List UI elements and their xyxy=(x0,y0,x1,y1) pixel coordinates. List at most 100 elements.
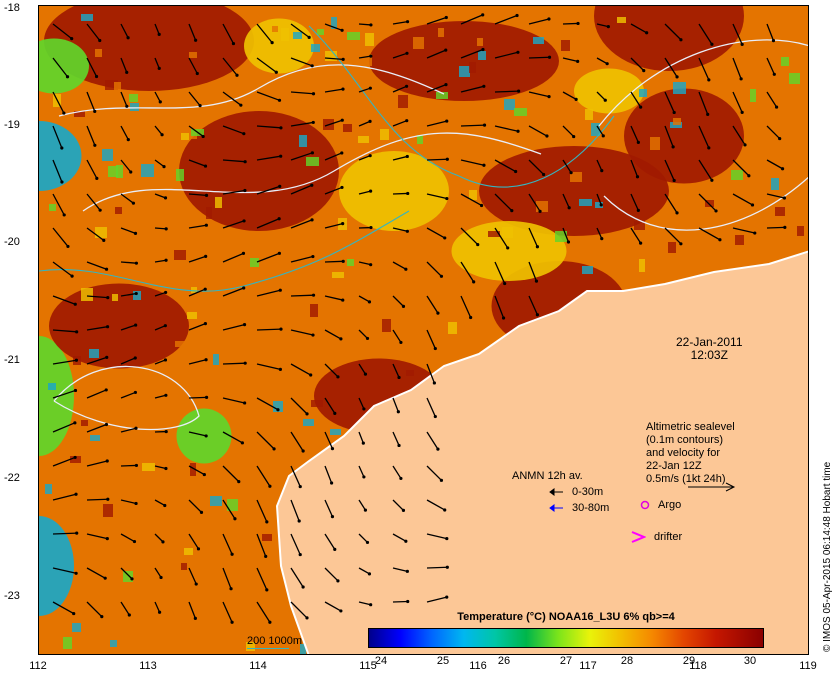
velocity-arrow-head xyxy=(362,407,366,411)
velocity-arrow xyxy=(222,362,246,365)
velocity-arrow xyxy=(732,159,750,177)
velocity-arrow xyxy=(766,226,785,229)
velocity-arrow xyxy=(188,359,207,365)
velocity-arrow xyxy=(324,329,342,340)
velocity-arrow xyxy=(86,193,101,211)
velocity-arrow xyxy=(596,57,608,65)
velocity-arrow-head xyxy=(240,441,244,445)
velocity-arrow-head xyxy=(74,358,79,362)
velocity-arrow-head xyxy=(164,393,168,397)
temperature-pixel-44 xyxy=(797,226,804,236)
velocity-arrow-head xyxy=(233,517,237,521)
temperature-pixel-195 xyxy=(181,563,187,570)
velocity-arrow-head xyxy=(126,36,130,40)
velocity-arrow xyxy=(222,220,245,229)
velocity-arrow xyxy=(52,389,76,399)
temperature-pixel-88 xyxy=(561,40,570,51)
velocity-arrow xyxy=(358,155,371,161)
velocity-arrow xyxy=(290,57,313,67)
bathymetry-label: 200 1000m xyxy=(247,635,303,647)
temperature-pixel-54 xyxy=(177,381,189,394)
velocity-arrow-head xyxy=(369,225,373,230)
velocity-arrow xyxy=(630,125,639,143)
velocity-arrow xyxy=(562,125,575,138)
temperature-patch-15 xyxy=(49,283,189,369)
temperature-pixel-3 xyxy=(343,124,352,132)
velocity-arrow xyxy=(52,159,63,183)
colorbar-tick-30: 30 xyxy=(743,655,757,667)
temperature-pixel-210 xyxy=(448,322,457,334)
velocity-arrow-head xyxy=(405,119,409,123)
temperature-pixel-32 xyxy=(325,51,337,61)
velocity-arrow xyxy=(86,295,108,299)
velocity-arrow xyxy=(460,14,483,25)
velocity-arrow-head xyxy=(204,358,208,362)
velocity-arrow xyxy=(562,227,570,243)
velocity-arrow-head xyxy=(134,323,138,327)
temperature-pixel-98 xyxy=(293,32,302,39)
velocity-arrow xyxy=(766,57,775,75)
velocity-arrow-head xyxy=(301,449,305,453)
velocity-arrow-head xyxy=(202,472,206,477)
temperature-pixel-107 xyxy=(365,33,374,46)
velocity-arrow-head xyxy=(365,336,370,341)
velocity-arrow-head xyxy=(780,167,785,171)
velocity-arrow xyxy=(256,125,281,129)
velocity-arrow xyxy=(154,227,167,230)
velocity-arrow xyxy=(86,125,96,146)
drifter-label: drifter xyxy=(654,531,683,543)
velocity-arrow-head xyxy=(93,143,97,147)
velocity-arrow-head xyxy=(439,274,444,278)
temperature-pixel-156 xyxy=(103,530,112,541)
temperature-pixel-192 xyxy=(591,123,600,136)
velocity-arrow-head xyxy=(363,372,368,376)
velocity-arrow-head xyxy=(369,23,373,27)
velocity-arrow-head xyxy=(341,259,345,263)
velocity-arrow-head xyxy=(479,203,484,208)
temperature-patch-14 xyxy=(244,18,314,74)
velocity-arrow-head xyxy=(443,236,447,240)
velocity-arrow-head xyxy=(743,143,747,147)
velocity-arrow-head xyxy=(600,169,604,173)
velocity-arrow xyxy=(52,295,76,305)
velocity-arrow xyxy=(290,219,313,229)
velocity-arrow xyxy=(392,21,408,25)
velocity-arrow-head xyxy=(279,327,283,331)
temperature-pixel-95 xyxy=(668,242,676,253)
velocity-arrow xyxy=(426,397,436,417)
velocity-arrow xyxy=(460,85,485,93)
velocity-arrow xyxy=(188,23,197,41)
velocity-arrow-head xyxy=(100,615,104,619)
velocity-arrow xyxy=(256,431,275,450)
velocity-arrow-head xyxy=(645,31,649,35)
velocity-arrow-head xyxy=(311,120,315,125)
velocity-arrow-head xyxy=(714,209,718,213)
velocity-arrow-head xyxy=(482,163,486,167)
velocity-arrow-head xyxy=(397,375,401,380)
velocity-arrow xyxy=(324,465,333,484)
temperature-pixel-180 xyxy=(398,95,408,108)
velocity-arrow xyxy=(154,394,167,399)
velocity-arrow-head xyxy=(405,20,410,24)
velocity-arrow xyxy=(120,227,136,234)
velocity-arrow xyxy=(222,252,244,263)
velocity-arrow-head xyxy=(70,37,74,41)
velocity-arrow xyxy=(392,261,407,270)
velocity-arrow-head xyxy=(243,361,247,365)
velocity-arrow-head xyxy=(131,201,136,205)
velocity-arrow xyxy=(86,261,107,270)
velocity-arrow xyxy=(392,567,408,572)
velocity-arrow xyxy=(120,324,136,331)
temperature-pixel-85 xyxy=(358,136,369,143)
velocity-arrow-head xyxy=(157,32,161,37)
velocity-arrow xyxy=(732,227,755,234)
temperature-patch-16 xyxy=(574,68,644,114)
velocity-arrow xyxy=(766,193,785,199)
velocity-arrow xyxy=(256,499,268,523)
velocity-arrow xyxy=(222,287,244,297)
velocity-arrow xyxy=(86,227,105,241)
temperature-pixel-39 xyxy=(502,227,513,238)
velocity-arrow-head xyxy=(566,240,571,244)
temperature-pixel-20 xyxy=(789,73,800,84)
velocity-arrow-head xyxy=(204,223,208,227)
